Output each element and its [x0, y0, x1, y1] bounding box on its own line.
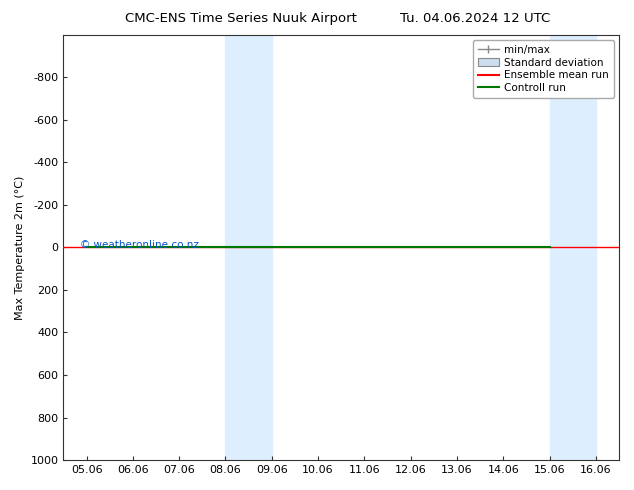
Text: CMC-ENS Time Series Nuuk Airport: CMC-ENS Time Series Nuuk Airport: [125, 12, 357, 25]
Bar: [226, 35, 272, 460]
Text: Tu. 04.06.2024 12 UTC: Tu. 04.06.2024 12 UTC: [401, 12, 550, 25]
Bar: [550, 35, 596, 460]
Text: © weatheronline.co.nz: © weatheronline.co.nz: [80, 240, 199, 250]
Legend: min/max, Standard deviation, Ensemble mean run, Controll run: min/max, Standard deviation, Ensemble me…: [472, 40, 614, 98]
Y-axis label: Max Temperature 2m (°C): Max Temperature 2m (°C): [15, 175, 25, 319]
